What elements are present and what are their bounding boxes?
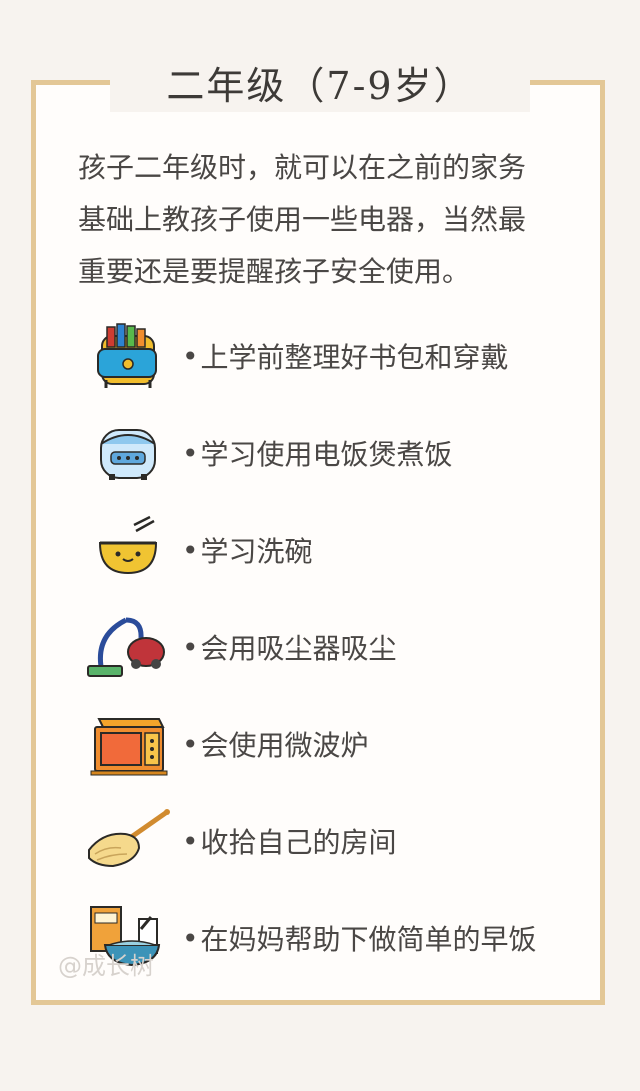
intro-line-2: 基础上教孩子使用一些电器，当然最 (78, 203, 527, 236)
page-title: 二年级（7-9岁） (166, 63, 474, 108)
list-item: • 收拾自己的房间 (78, 801, 608, 881)
list-item: • 学习使用电饭煲煮饭 (78, 413, 608, 493)
backpack-icon (78, 316, 178, 396)
bullet-dot: • (182, 533, 199, 567)
list-item: • 会用吸尘器吸尘 (78, 607, 608, 687)
item-label: 学习使用电饭煲煮饭 (200, 438, 453, 471)
item-label: 学习洗碗 (200, 535, 313, 568)
item-label: 在妈妈帮助下做简单的早饭 (200, 923, 537, 956)
list-item: • 在妈妈帮助下做简单的早饭 (78, 898, 608, 978)
item-label: 上学前整理好书包和穿戴 (200, 341, 509, 374)
list-item: • 上学前整理好书包和穿戴 (78, 316, 608, 396)
bullet-dot: • (182, 339, 199, 373)
microwave-icon (78, 704, 178, 784)
intro-paragraph: 孩子二年级时，就可以在之前的家务 基础上教孩子使用一些电器，当然最 重要还是要提… (78, 142, 598, 298)
bullet-dot: • (182, 630, 199, 664)
rice-cooker-icon (78, 413, 178, 493)
title-banner: 二年级（7-9岁） (110, 52, 530, 112)
broom-icon (78, 801, 178, 881)
item-label: 收拾自己的房间 (200, 826, 397, 859)
intro-line-3: 重要还是要提醒孩子安全使用。 (78, 255, 471, 288)
item-label: 会用吸尘器吸尘 (200, 632, 397, 665)
bowl-icon (78, 510, 178, 590)
watermark: @成长树 (58, 952, 154, 980)
item-label: 会使用微波炉 (200, 729, 369, 762)
bullet-dot: • (182, 436, 199, 470)
cereal-breakfast-icon (78, 898, 178, 978)
intro-line-1: 孩子二年级时，就可以在之前的家务 (78, 151, 527, 184)
bullet-dot: • (182, 824, 199, 858)
vacuum-cleaner-icon (78, 607, 178, 687)
bullet-dot: • (182, 921, 199, 955)
list-item: • 会使用微波炉 (78, 704, 608, 784)
list-item: • 学习洗碗 (78, 510, 608, 590)
bullet-dot: • (182, 727, 199, 761)
